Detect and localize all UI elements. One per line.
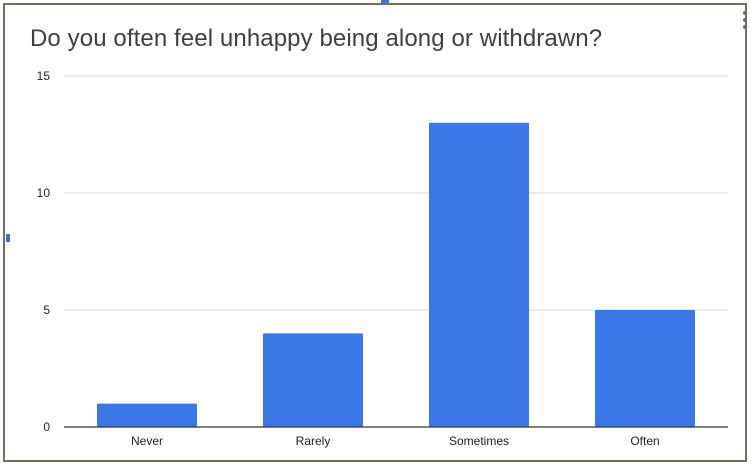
y-tick-label-10: 10: [37, 186, 51, 200]
bar-often: [595, 310, 695, 427]
chart-title: Do you often feel unhappy being along or…: [30, 25, 603, 52]
selection-handle-left[interactable]: [6, 234, 10, 242]
y-tick-label-5: 5: [43, 303, 50, 317]
selection-handle-top[interactable]: [381, 0, 389, 4]
y-tick-label-15: 15: [37, 69, 51, 83]
y-tick-label-0: 0: [43, 420, 50, 434]
bar-sometimes: [429, 122, 529, 428]
bar-never: [97, 403, 197, 427]
x-tick-label-often: Often: [630, 434, 659, 448]
x-tick-label-never: Never: [131, 434, 163, 448]
x-tick-label-sometimes: Sometimes: [449, 434, 509, 448]
x-tick-label-rarely: Rarely: [296, 434, 331, 448]
bar-rarely: [263, 333, 363, 427]
more-vert-icon[interactable]: [742, 11, 748, 33]
